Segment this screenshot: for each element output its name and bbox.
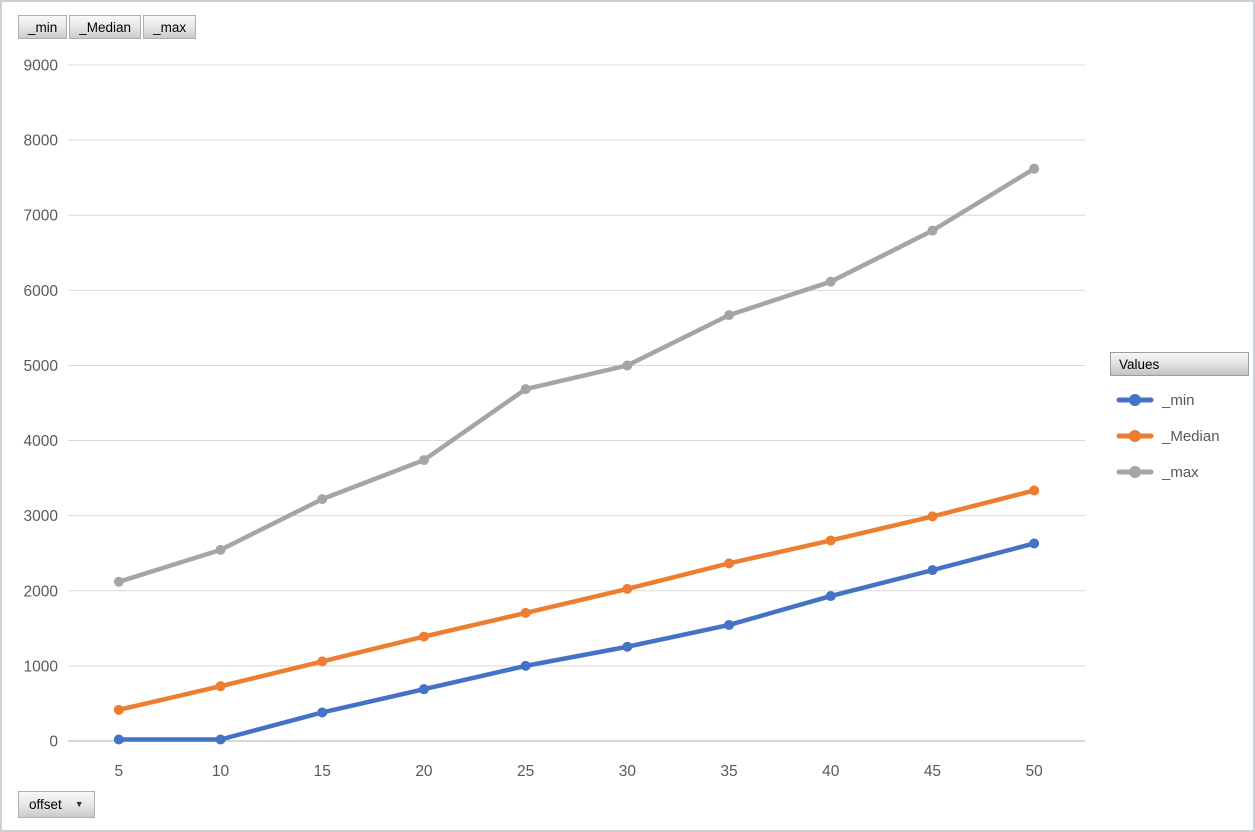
data-point-marker: [927, 511, 938, 522]
x-axis-tick-label: 30: [619, 763, 637, 780]
series-path: [116, 541, 1037, 742]
data-point-marker: [418, 455, 429, 466]
data-point-marker: [215, 734, 226, 745]
y-axis-tick-label: 6000: [24, 283, 59, 300]
y-axis-tick-label: 3000: [24, 508, 59, 525]
x-axis-tick-label: 10: [212, 763, 230, 780]
data-point-marker: [113, 734, 124, 745]
y-axis-tick-label: 9000: [24, 58, 59, 75]
axis-field-button-label: offset: [29, 797, 62, 812]
dropdown-arrow-icon: ▼: [74, 799, 84, 809]
data-point-marker: [724, 558, 735, 569]
legend: Values _min _Median: [1110, 352, 1249, 490]
y-axis-tick-label: 7000: [24, 208, 59, 225]
series-min-line[interactable]: [113, 538, 1040, 745]
data-point-marker: [113, 704, 124, 715]
y-axis-tick-label: 5000: [24, 358, 59, 375]
legend-item-max: _max: [1110, 454, 1249, 490]
series-Median-line[interactable]: [113, 485, 1040, 715]
legend-marker-min-icon: [1116, 394, 1154, 406]
data-point-marker: [1029, 163, 1040, 174]
data-point-marker: [215, 681, 226, 692]
data-point-marker: [1029, 485, 1040, 496]
data-point-marker: [1029, 538, 1040, 549]
x-axis-tick-label: 45: [924, 763, 941, 780]
axis-field-button-offset[interactable]: offset ▼: [18, 791, 95, 818]
legend-item-min: _min: [1110, 382, 1249, 418]
y-axis-tick-label: 4000: [24, 433, 59, 450]
data-point-marker: [520, 384, 531, 395]
legend-item-label: _min: [1162, 391, 1195, 409]
legend-item-label: _Median: [1162, 427, 1220, 445]
field-button-median[interactable]: _Median: [69, 15, 142, 39]
series-max-line[interactable]: [113, 163, 1040, 587]
data-point-marker: [520, 607, 531, 618]
series-path: [116, 488, 1037, 713]
data-point-marker: [520, 660, 531, 671]
legend-entries: _min _Median _max: [1110, 376, 1249, 490]
value-field-buttons: _min _Median _max: [18, 15, 197, 39]
legend-marker-median-icon: [1116, 430, 1154, 442]
data-point-marker: [724, 310, 735, 321]
x-axis-tick-label: 20: [415, 763, 433, 780]
legend-marker-max-icon: [1116, 466, 1154, 478]
data-point-marker: [317, 656, 328, 667]
data-point-marker: [825, 591, 836, 602]
field-button-max[interactable]: _max: [143, 15, 197, 39]
x-axis-tick-label: 5: [115, 763, 124, 780]
legend-item-median: _Median: [1110, 418, 1249, 454]
data-point-marker: [317, 707, 328, 718]
data-point-marker: [927, 225, 938, 236]
x-axis-tick-label: 25: [517, 763, 534, 780]
y-axis-tick-label: 8000: [24, 133, 59, 150]
series-path: [116, 166, 1037, 585]
data-point-marker: [113, 576, 124, 587]
data-point-marker: [418, 684, 429, 695]
x-axis-tick-label: 15: [314, 763, 331, 780]
data-point-marker: [622, 641, 633, 652]
data-point-marker: [825, 276, 836, 287]
data-point-marker: [215, 544, 226, 555]
data-point-marker: [317, 494, 328, 505]
field-button-min[interactable]: _min: [18, 15, 68, 39]
legend-item-label: _max: [1162, 463, 1199, 481]
data-point-marker: [927, 565, 938, 576]
x-axis-tick-label: 50: [1026, 763, 1044, 780]
data-point-marker: [418, 631, 429, 642]
y-axis-tick-label: 0: [49, 734, 58, 751]
legend-values-field-button[interactable]: Values: [1110, 352, 1249, 376]
x-axis-tick-label: 35: [720, 763, 737, 780]
y-axis-tick-label: 2000: [24, 583, 59, 600]
data-point-marker: [622, 583, 633, 594]
data-point-marker: [622, 360, 633, 371]
data-point-marker: [825, 535, 836, 546]
y-axis-tick-label: 1000: [24, 658, 59, 675]
data-point-marker: [724, 619, 735, 630]
x-axis-tick-label: 40: [822, 763, 840, 780]
